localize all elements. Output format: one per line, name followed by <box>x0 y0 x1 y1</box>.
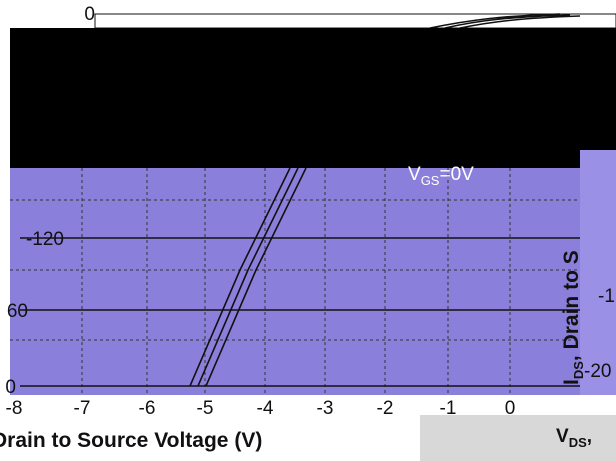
x-ticks: -8 -7 -6 -5 -4 -3 -2 -1 0 <box>6 398 516 419</box>
tick-label: 60 <box>7 301 28 322</box>
label-text: DS <box>569 435 587 450</box>
right-axis-label: IDS, Drain to S <box>560 250 586 385</box>
annotation-text: V <box>408 164 421 185</box>
annotation-text: =0V <box>439 164 474 185</box>
x-tick-label: -4 <box>257 398 274 419</box>
x-tick-label: -1 <box>440 398 457 419</box>
gray-block <box>420 415 616 461</box>
curve-fragment <box>189 167 307 387</box>
bottom-strip <box>420 395 616 415</box>
x-tick-label: -2 <box>377 398 394 419</box>
x-tick-label: -6 <box>139 398 156 419</box>
grid <box>10 168 580 395</box>
x-tick-label: -5 <box>197 398 214 419</box>
tick-label: -120 <box>26 229 64 250</box>
label-text: V <box>556 426 569 447</box>
purple-overlay-right <box>580 150 616 400</box>
black-overlay <box>10 28 616 168</box>
tick-label: -20 <box>584 361 611 382</box>
tick-label: -1 <box>598 286 615 307</box>
x-tick-label: -3 <box>317 398 334 419</box>
x-axis-label: Drain to Source Voltage (V) <box>0 429 262 452</box>
x-tick-label: -7 <box>74 398 91 419</box>
annotation: VGS=0V <box>408 164 474 188</box>
label-text: I <box>560 379 583 385</box>
x-tick-label: -8 <box>6 398 23 419</box>
label-text: , <box>587 426 592 447</box>
x-tick-label: 0 <box>505 398 516 419</box>
label-text: , Drain to S <box>560 250 583 361</box>
curve-fragment <box>429 13 581 29</box>
annotation-text: GS <box>421 173 440 188</box>
label-text: DS <box>571 361 586 379</box>
purple-overlay <box>10 168 580 398</box>
bottom-strip <box>0 395 420 461</box>
corner-label: VDS, <box>556 426 592 450</box>
tick-label: 0 <box>84 4 95 25</box>
tick-label: 0 <box>5 377 16 398</box>
